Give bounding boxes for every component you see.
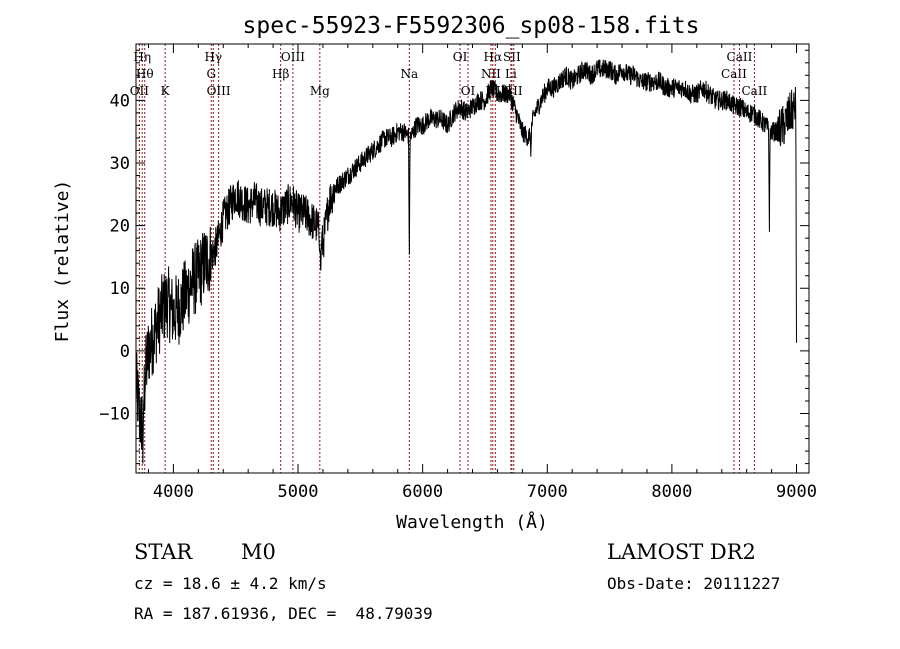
axis-ticks: 4000 5000 6000 7000 8000 9000 −10 0 10 20 30 40 xyxy=(99,44,817,502)
line-marker-label: Mg xyxy=(310,84,330,98)
y-tick-label: 30 xyxy=(110,154,130,174)
survey-name: LAMOST DR2 xyxy=(607,540,756,564)
line-marker-label: CaII xyxy=(741,84,767,98)
line-marker-label: SII xyxy=(503,50,521,64)
x-tick-label: 5000 xyxy=(278,482,319,502)
line-marker-label: Hβ xyxy=(272,67,289,81)
line-marker-label: CaII xyxy=(721,67,747,81)
y-tick-label: 10 xyxy=(110,279,130,299)
x-tick-label: 8000 xyxy=(651,482,692,502)
coordinates-readout: RA = 187.61936, DEC = 48.79039 xyxy=(134,604,433,623)
line-marker-label: G xyxy=(206,67,216,81)
line-marker-label: OIII xyxy=(207,84,231,98)
line-marker-label: OI xyxy=(461,84,476,98)
x-tick-label: 7000 xyxy=(527,482,568,502)
y-axis-label: Flux (relative) xyxy=(52,180,73,343)
line-marker-label: Na xyxy=(400,67,418,81)
line-marker-label: K xyxy=(161,84,171,98)
spectrum-series-line xyxy=(135,59,797,464)
x-tick-label: 6000 xyxy=(402,482,443,502)
line-marker-label: Hθ xyxy=(136,67,154,81)
line-marker-label: Hα xyxy=(484,50,503,64)
line-marker-label: OIII xyxy=(281,50,305,64)
chart-title: spec-55923-F5592306_sp08-158.fits xyxy=(243,13,700,39)
y-tick-label: 40 xyxy=(110,91,130,111)
line-marker-label: CaII xyxy=(727,50,753,64)
x-axis-label: Wavelength (Å) xyxy=(396,511,548,533)
observation-date: Obs-Date: 20111227 xyxy=(607,574,780,593)
line-marker-label: OII xyxy=(130,84,150,98)
line-marker-label: Li xyxy=(505,67,517,81)
object-subclass: M0 xyxy=(241,540,276,564)
x-tick-label: 4000 xyxy=(153,482,194,502)
line-marker-label: Hη xyxy=(133,50,151,64)
line-markers: OIIHηHθKGHγOIIIHβOIIIMgNaOIOINIIHαNIILiS… xyxy=(130,44,768,473)
object-class: STAR xyxy=(134,540,193,564)
line-marker-label: OI xyxy=(453,50,468,64)
line-marker-label: NII xyxy=(481,67,501,81)
y-tick-label: 20 xyxy=(110,217,130,237)
redshift-readout: cz = 18.6 ± 4.2 km/s xyxy=(134,574,327,593)
x-tick-label: 9000 xyxy=(776,482,817,502)
line-marker-label: Hγ xyxy=(204,50,222,64)
y-tick-label: −10 xyxy=(99,405,130,425)
y-tick-label: 0 xyxy=(120,342,130,362)
